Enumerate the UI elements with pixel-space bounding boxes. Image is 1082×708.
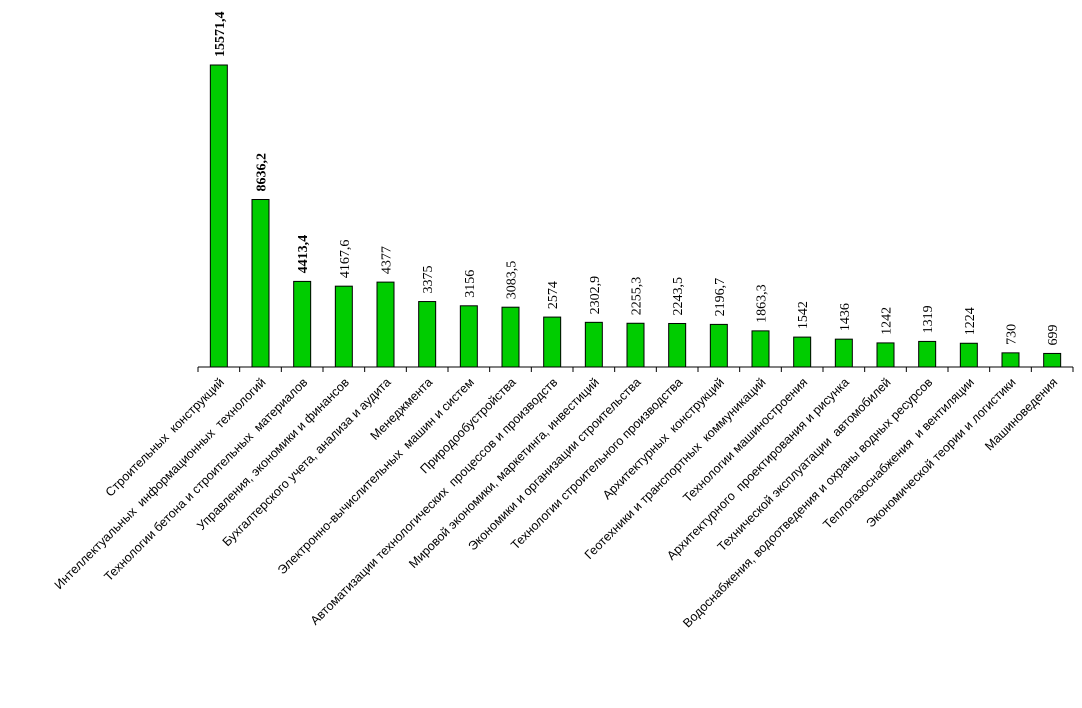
value-labels: 15571,4 8636,2 4413,4 4167,6 4377 3375 3156 308… [213,12,1061,346]
value-label: 1242 [880,307,895,335]
bar [1043,352,1062,368]
bar [293,280,312,368]
bar [418,301,437,368]
value-label: 2255,3 [630,277,645,316]
bar [376,281,395,368]
bars [209,64,1062,368]
bar [209,64,228,368]
value-label: 2196,7 [713,278,728,317]
value-label: 1436 [838,303,853,331]
bar [751,330,770,368]
category-label: Электронно-вычислительных машин и систем [275,375,477,577]
category-label: Управления, экономики и финансов [194,375,352,533]
value-label: 2243,5 [671,277,686,316]
bar [793,336,812,368]
value-label: 3375 [421,266,436,294]
value-label: 8636,2 [255,153,270,192]
bar [668,322,687,368]
category-label: Теплогазоснабжения и вентиляции [820,375,977,532]
category-label: Экономической теории и логистики [863,375,1018,530]
bar [1001,352,1020,368]
bar [334,285,353,368]
value-label: 4377 [380,246,395,274]
bar [959,342,978,368]
value-label: 1863,3 [755,284,770,323]
value-label: 2302,9 [588,276,603,315]
value-label: 2574 [546,281,561,309]
value-label: 1319 [921,305,936,333]
category-label: Мировой экономики, маркетинга, инвестици… [406,375,602,571]
bar [834,338,853,368]
category-label: Машиноведения [982,375,1060,453]
bar [459,305,478,368]
value-label: 699 [1046,324,1061,345]
bar [709,323,728,368]
value-label: 4167,6 [338,240,353,279]
value-label: 730 [1005,324,1020,345]
bar [918,340,937,368]
bar [876,342,895,368]
value-label: 4413,4 [296,235,311,274]
bar [584,321,603,368]
x-axis-ticks [197,367,1074,372]
value-label: 3083,5 [505,261,520,300]
value-label: 15571,4 [213,12,228,57]
bar [626,322,645,368]
value-label: 1542 [796,301,811,329]
bar [501,306,520,368]
category-labels: Строительных конструкцийИнтеллектуальных… [52,375,1061,630]
value-label: 3156 [463,270,478,298]
bar [543,316,562,368]
value-label: 1224 [963,307,978,335]
bar [251,199,270,368]
